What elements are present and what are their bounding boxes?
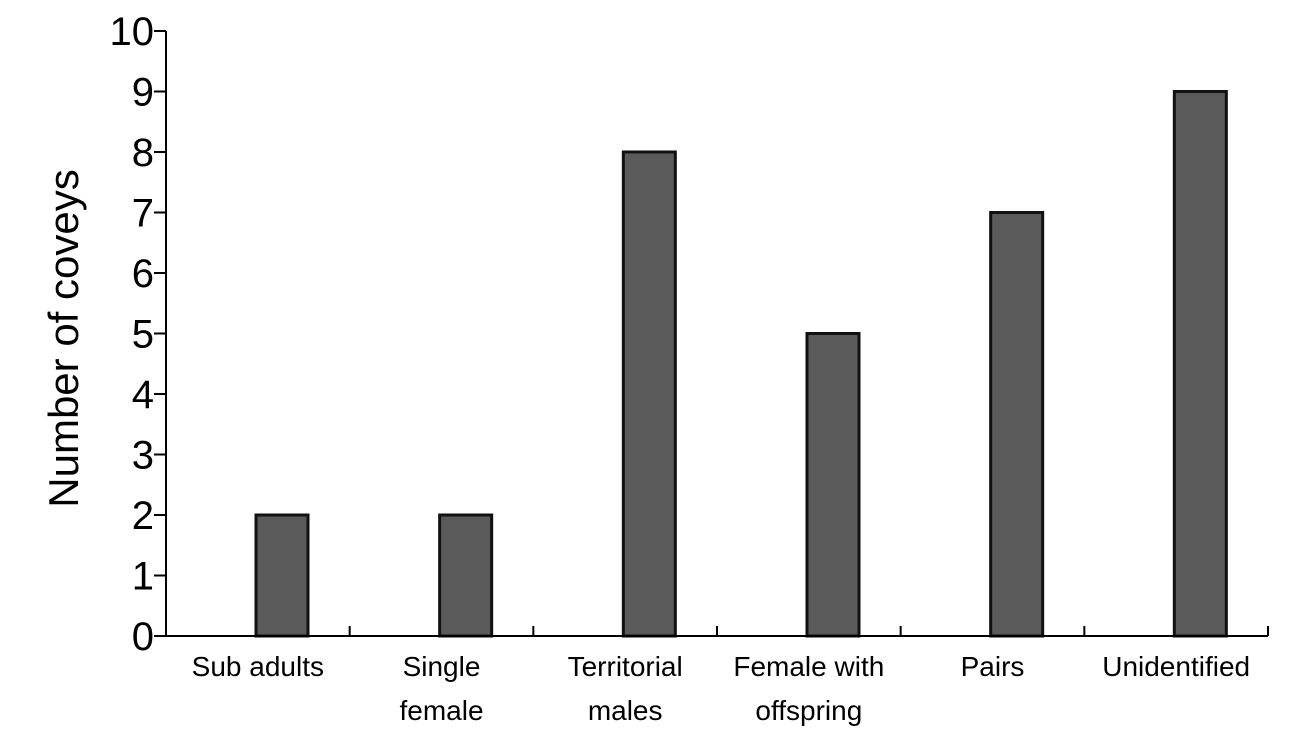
x-category-label: Territorial males [568, 651, 683, 726]
bar [254, 513, 310, 638]
bar [438, 513, 494, 638]
x-category-label-line: Single [403, 651, 481, 682]
x-category-label-line: Sub adults [192, 651, 324, 682]
y-tick-label: 0 [132, 615, 154, 659]
bars-layer [254, 90, 1228, 638]
axes-layer [165, 31, 1268, 637]
y-tick-label: 3 [132, 434, 154, 478]
x-category-label-line: males [588, 695, 663, 726]
y-axis-title: Number of coveys [40, 169, 87, 507]
y-ticks-layer: 0 1 2 3 4 5 6 7 8 9 10 [110, 10, 166, 659]
x-category-label: Single female [399, 651, 483, 726]
y-tick-label: 1 [132, 555, 154, 599]
y-tick-label: 8 [132, 131, 154, 175]
x-category-label: Unidentified [1102, 651, 1250, 682]
bar [805, 332, 861, 638]
y-tick-label: 7 [132, 192, 154, 236]
x-category-label: Pairs [961, 651, 1025, 682]
x-category-label: Sub adults [192, 651, 324, 682]
y-tick-label: 6 [132, 252, 154, 296]
y-tick-label: 5 [132, 313, 154, 357]
y-tick-label: 10 [110, 10, 155, 54]
y-tick-label: 4 [132, 373, 154, 417]
x-category-label-line: Unidentified [1102, 651, 1250, 682]
x-category-label-line: offspring [755, 695, 862, 726]
y-tick-label: 2 [132, 494, 154, 538]
x-category-label-line: Territorial [568, 651, 683, 682]
x-category-label-line: Female with [733, 651, 884, 682]
bar [1172, 90, 1228, 638]
x-category-label: Female with offspring [733, 651, 884, 726]
x-ticks-layer: Sub adults Single female Territorial males Fe… [192, 626, 1269, 726]
x-category-label-line: female [399, 695, 483, 726]
bar [989, 211, 1045, 638]
bar [621, 150, 677, 638]
x-category-label-line: Pairs [961, 651, 1025, 682]
y-tick-label: 9 [132, 71, 154, 115]
